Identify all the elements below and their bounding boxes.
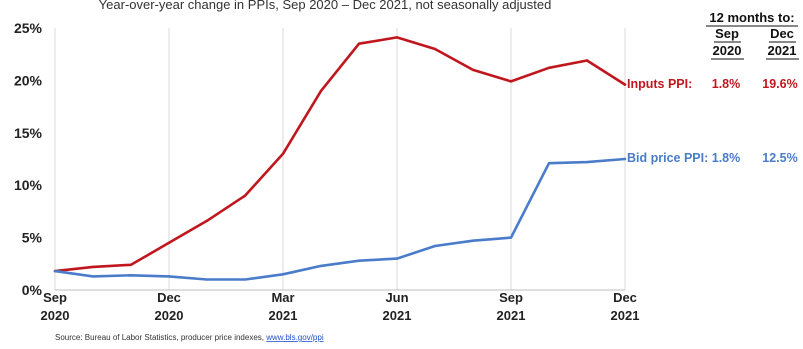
series-0-point [357, 42, 361, 45]
series-1-point [281, 273, 285, 276]
series-1-point [357, 259, 361, 262]
series-0-point [509, 80, 513, 83]
series-1-point [471, 239, 475, 242]
y-tick-label: 0% [22, 282, 43, 298]
series-0-point [243, 194, 247, 197]
series-0-point [471, 68, 475, 72]
series-0-point [623, 83, 627, 86]
x-tick-month: Dec [613, 290, 637, 305]
y-tick-label: 15% [14, 125, 43, 141]
x-tick-year: 2021 [383, 308, 412, 323]
x-tick-year: 2020 [155, 308, 184, 323]
series-0-point [585, 59, 589, 62]
x-axis: Sep 2020 Dec 2020 Mar 2021 Jun 2021 Sep 2021 Dec 20… [41, 290, 640, 323]
y-tick-label: 5% [22, 230, 43, 246]
bid-price-ppi-sep-2020: 1.8% [712, 151, 741, 165]
series-0-point [395, 36, 399, 39]
legend-col2-year: 2021 [768, 43, 797, 58]
x-tick-year: 2020 [41, 308, 70, 323]
inputs-ppi-dec-2021: 19.6% [762, 77, 797, 91]
legend-header-top: 12 months to: [709, 10, 794, 25]
series-0-point [205, 219, 209, 223]
x-tick-year: 2021 [269, 308, 298, 323]
bid-price-ppi-label: Bid price PPI: [627, 151, 708, 165]
y-tick-label: 25% [14, 20, 43, 36]
series-0-point [281, 152, 285, 155]
y-tick-label: 10% [14, 177, 43, 193]
series-1-point [243, 278, 247, 281]
series-1-point [91, 275, 95, 278]
series-1-point [167, 275, 171, 278]
x-tick-month: Sep [43, 290, 67, 305]
series-0-point [319, 89, 323, 93]
series-1-point [585, 160, 589, 164]
x-tick-month: Dec [157, 290, 181, 305]
x-tick-month: Jun [385, 290, 408, 305]
series-1-point [53, 269, 57, 273]
series-0-point [547, 66, 551, 70]
series-1-point [129, 274, 133, 277]
series-1-point [623, 157, 627, 161]
x-tick-month: Sep [499, 290, 523, 305]
series-1-point [509, 236, 513, 239]
x-tick-year: 2021 [611, 308, 640, 323]
y-axis: 0% 5% 10% 15% 20% 25% [14, 20, 43, 298]
series-1-point [547, 161, 551, 165]
inputs-ppi-line [53, 36, 627, 273]
x-tick-year: 2021 [497, 308, 526, 323]
series-1-point [319, 264, 323, 268]
source-link[interactable]: www.bls.gov/ppi [265, 333, 324, 342]
series-1-point [205, 278, 209, 281]
chart-subtitle: Year-over-year change in PPIs, Sep 2020 … [99, 0, 552, 12]
series-1-point [395, 257, 399, 260]
bid-price-ppi-dec-2021: 12.5% [762, 151, 797, 165]
series-0-point [129, 263, 133, 267]
inputs-ppi-sep-2020: 1.8% [712, 77, 741, 91]
legend-col2-month: Dec [770, 26, 794, 41]
source-text: Source: Bureau of Labor Statistics, prod… [55, 333, 266, 342]
series-0-point [91, 265, 95, 269]
series-1-point [433, 244, 437, 248]
series-0-point [167, 241, 171, 245]
x-tick-month: Mar [271, 290, 294, 305]
series-lines [53, 36, 627, 281]
bid-price-ppi-line [53, 157, 627, 281]
legend-col1-month: Sep [715, 26, 739, 41]
inputs-ppi-label: Inputs PPI: [627, 77, 692, 91]
source-note: Source: Bureau of Labor Statistics, prod… [55, 333, 324, 342]
legend-col1-year: 2020 [713, 43, 742, 58]
legend-table: 12 months to: Sep 2020 Dec 2021 Inputs P… [627, 10, 799, 165]
series-0-point [433, 47, 437, 51]
y-tick-label: 20% [14, 72, 43, 88]
